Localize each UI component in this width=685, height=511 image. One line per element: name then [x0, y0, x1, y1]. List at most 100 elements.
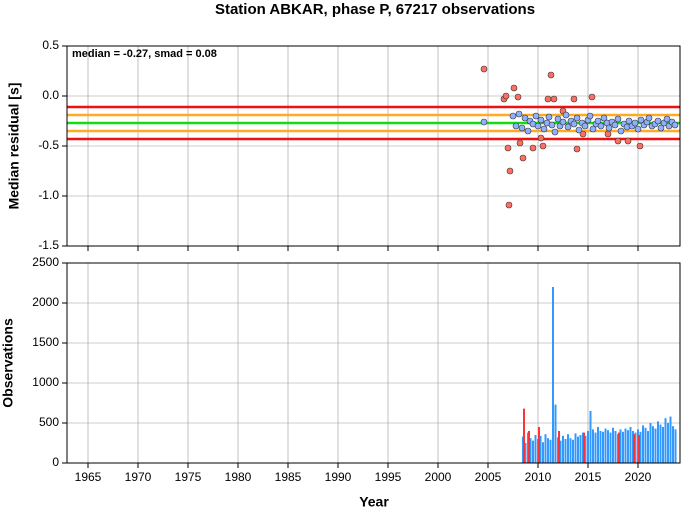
y-tick-label: 1500 [32, 335, 59, 349]
point [518, 124, 526, 132]
point [480, 65, 488, 73]
point [514, 93, 522, 101]
point [502, 92, 510, 100]
x-tick-label: 2015 [575, 470, 602, 484]
bar [627, 430, 629, 463]
x-tick-label: 2000 [425, 470, 452, 484]
point [521, 114, 529, 122]
y-tick-label: -1.5 [38, 238, 59, 252]
bar [528, 431, 530, 463]
point [589, 125, 597, 133]
point [597, 122, 605, 130]
point [614, 115, 622, 123]
y-tick-label: -0.5 [38, 138, 59, 152]
bar [562, 435, 564, 463]
bar [638, 435, 640, 463]
point [559, 118, 567, 126]
bar [534, 435, 537, 463]
annotation: median = -0.27, smad = 0.08 [72, 48, 217, 60]
bar [612, 427, 614, 463]
point [551, 128, 559, 136]
point [614, 137, 622, 145]
point [631, 119, 639, 127]
point [657, 124, 665, 132]
bar [644, 427, 647, 463]
point [575, 126, 583, 134]
x-tick-label: 1975 [175, 470, 202, 484]
point [554, 115, 562, 123]
bar [587, 431, 589, 463]
x-tick-label: 1980 [225, 470, 252, 484]
bar [652, 426, 654, 463]
bar [577, 436, 579, 463]
bar [594, 432, 597, 463]
point [634, 125, 642, 133]
x-tick-label: 1965 [75, 470, 102, 484]
y-tick-label: 1000 [32, 375, 59, 389]
bar [669, 416, 672, 463]
point [506, 167, 514, 175]
x-tick-label: 2020 [625, 470, 652, 484]
bar [524, 443, 527, 463]
bar [609, 432, 612, 463]
bar [654, 428, 657, 463]
bar [552, 287, 554, 463]
point [545, 113, 553, 121]
bar [597, 427, 599, 463]
bar [564, 439, 567, 463]
point [519, 154, 527, 162]
bar [579, 435, 582, 463]
bar [672, 426, 674, 463]
point [654, 117, 662, 125]
bar [602, 431, 604, 463]
bar [619, 429, 622, 463]
y-tick-label: 0 [52, 455, 59, 469]
point [512, 122, 520, 130]
plot-frame [66, 45, 681, 247]
point [663, 115, 671, 123]
bar [599, 431, 602, 463]
bar [659, 424, 662, 463]
x-tick-label: 1985 [275, 470, 302, 484]
bar [549, 439, 552, 463]
point [637, 116, 645, 124]
point [480, 118, 488, 126]
point [539, 142, 547, 150]
point [570, 120, 578, 128]
point [509, 112, 517, 120]
bar [544, 434, 547, 463]
point [605, 124, 613, 132]
point [611, 121, 619, 129]
bar [592, 429, 594, 463]
bar [529, 438, 532, 463]
bar [642, 425, 644, 463]
plot-frame [66, 262, 681, 464]
point [537, 116, 545, 124]
point [636, 142, 644, 150]
bar [674, 429, 677, 463]
point [534, 122, 542, 130]
bar [607, 430, 609, 463]
point [505, 201, 513, 209]
x-tick-label: 1990 [325, 470, 352, 484]
bar [539, 435, 542, 463]
chart-title: Station ABKAR, phase P, 67217 observatio… [215, 1, 535, 18]
bar [649, 423, 652, 463]
bar [547, 438, 549, 463]
bar [667, 423, 669, 463]
y-tick-label: 2500 [32, 255, 59, 269]
point [529, 144, 537, 152]
x-axis-label: Year [359, 494, 389, 510]
point [537, 134, 545, 142]
bar [558, 431, 560, 463]
bar [538, 427, 540, 463]
bar [664, 418, 667, 463]
bar [532, 440, 534, 463]
bar [633, 434, 635, 463]
point [645, 114, 653, 122]
y-tick-label: -1.0 [38, 188, 59, 202]
bar [589, 411, 592, 463]
y-tick-label: 0.5 [42, 38, 59, 52]
point [547, 71, 555, 79]
bar [559, 440, 562, 463]
